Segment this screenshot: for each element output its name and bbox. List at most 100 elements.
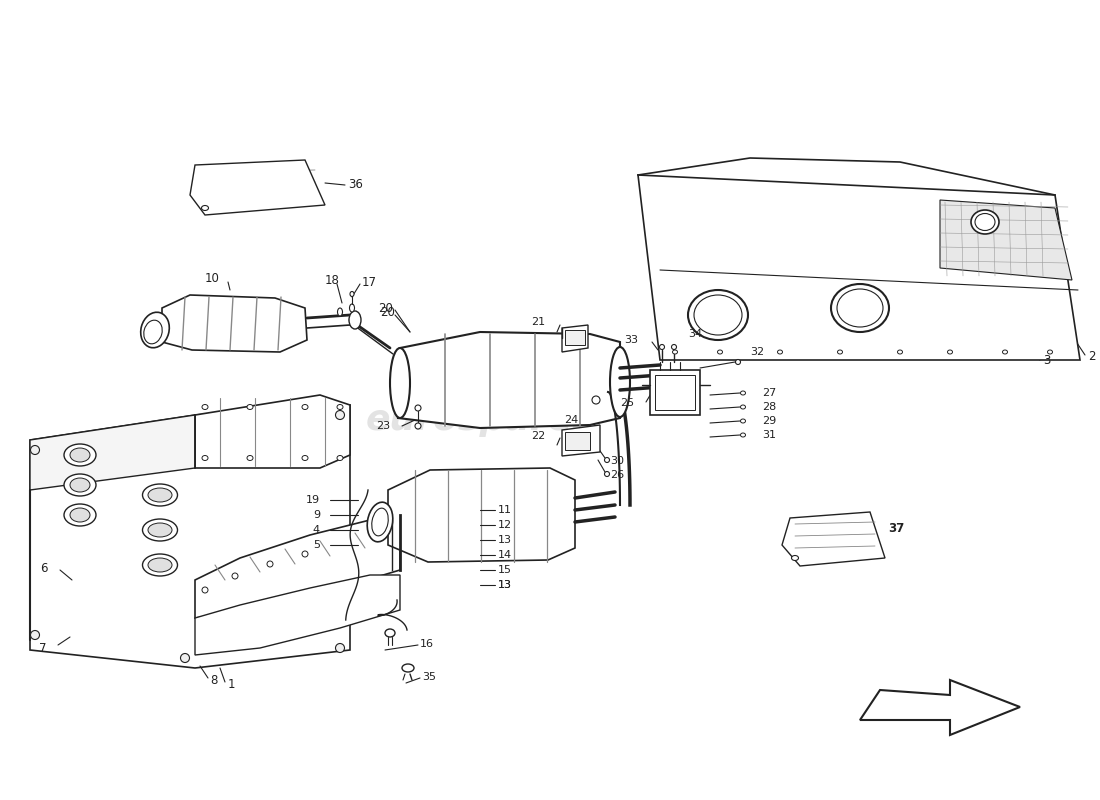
- Text: 7: 7: [39, 642, 46, 654]
- Ellipse shape: [350, 304, 354, 312]
- Text: eurospares: eurospares: [73, 576, 248, 604]
- Text: 31: 31: [762, 430, 776, 440]
- Text: 10: 10: [205, 271, 220, 285]
- Text: 13: 13: [498, 580, 512, 590]
- Text: 23: 23: [376, 421, 390, 431]
- Ellipse shape: [605, 458, 609, 462]
- Ellipse shape: [717, 350, 723, 354]
- Text: 37: 37: [888, 522, 904, 534]
- Text: 20: 20: [378, 302, 393, 314]
- Ellipse shape: [672, 350, 678, 354]
- Ellipse shape: [148, 523, 172, 537]
- Text: 34: 34: [688, 329, 702, 339]
- Ellipse shape: [605, 471, 609, 477]
- Text: 21: 21: [531, 317, 544, 327]
- Polygon shape: [562, 425, 600, 456]
- Ellipse shape: [694, 295, 743, 335]
- Text: 12: 12: [498, 520, 513, 530]
- Ellipse shape: [688, 290, 748, 340]
- Ellipse shape: [385, 629, 395, 637]
- Ellipse shape: [402, 664, 414, 672]
- Ellipse shape: [64, 504, 96, 526]
- Ellipse shape: [740, 391, 746, 395]
- Ellipse shape: [975, 214, 996, 230]
- Ellipse shape: [337, 455, 343, 461]
- Text: 13: 13: [498, 535, 512, 545]
- Ellipse shape: [736, 359, 740, 365]
- Text: 3: 3: [1043, 354, 1050, 367]
- Ellipse shape: [201, 206, 209, 210]
- Ellipse shape: [660, 345, 664, 350]
- Bar: [650, 370, 700, 415]
- Ellipse shape: [390, 348, 410, 418]
- Ellipse shape: [180, 654, 189, 662]
- Ellipse shape: [64, 474, 96, 496]
- Ellipse shape: [141, 312, 169, 348]
- Ellipse shape: [740, 419, 746, 423]
- Polygon shape: [30, 405, 350, 668]
- Ellipse shape: [792, 555, 799, 561]
- Ellipse shape: [610, 347, 630, 417]
- Ellipse shape: [70, 478, 90, 492]
- Text: 20: 20: [379, 306, 395, 318]
- Ellipse shape: [671, 345, 676, 350]
- Ellipse shape: [248, 455, 253, 461]
- Ellipse shape: [143, 519, 177, 541]
- Bar: [654, 375, 695, 410]
- Ellipse shape: [64, 444, 96, 466]
- Ellipse shape: [740, 405, 746, 409]
- Text: 13: 13: [498, 580, 512, 590]
- Text: 1: 1: [228, 678, 235, 691]
- Ellipse shape: [144, 320, 162, 344]
- Text: 16: 16: [420, 639, 434, 649]
- Ellipse shape: [415, 405, 421, 411]
- Ellipse shape: [415, 423, 421, 429]
- Ellipse shape: [143, 484, 177, 506]
- Text: 8: 8: [210, 674, 218, 686]
- Ellipse shape: [248, 405, 253, 410]
- Polygon shape: [782, 512, 886, 566]
- Ellipse shape: [336, 410, 344, 419]
- Text: 19: 19: [306, 495, 320, 505]
- Ellipse shape: [70, 508, 90, 522]
- Polygon shape: [562, 325, 588, 352]
- Text: 32: 32: [750, 347, 764, 357]
- Ellipse shape: [143, 554, 177, 576]
- Text: eurospares: eurospares: [365, 403, 594, 437]
- Text: 26: 26: [610, 470, 624, 480]
- Ellipse shape: [837, 350, 843, 354]
- Text: 22: 22: [530, 431, 544, 441]
- Text: 28: 28: [762, 402, 777, 412]
- Text: 30: 30: [610, 456, 624, 466]
- Text: 18: 18: [324, 274, 340, 287]
- Ellipse shape: [367, 502, 393, 542]
- Text: 36: 36: [348, 178, 363, 191]
- Ellipse shape: [350, 291, 354, 297]
- Text: 25: 25: [620, 398, 634, 408]
- Ellipse shape: [1002, 350, 1008, 354]
- Ellipse shape: [338, 308, 342, 316]
- Polygon shape: [388, 468, 575, 562]
- Ellipse shape: [947, 350, 953, 354]
- Ellipse shape: [202, 405, 208, 410]
- Ellipse shape: [31, 630, 40, 639]
- Polygon shape: [190, 160, 324, 215]
- Ellipse shape: [148, 488, 172, 502]
- Ellipse shape: [830, 284, 889, 332]
- Ellipse shape: [31, 446, 40, 454]
- Text: 5: 5: [314, 540, 320, 550]
- Text: 9: 9: [312, 510, 320, 520]
- Ellipse shape: [267, 561, 273, 567]
- Text: eurospares: eurospares: [742, 196, 917, 224]
- Ellipse shape: [70, 448, 90, 462]
- Ellipse shape: [778, 350, 782, 354]
- Ellipse shape: [202, 587, 208, 593]
- Text: 14: 14: [498, 550, 513, 560]
- Text: 35: 35: [422, 672, 436, 682]
- Polygon shape: [195, 575, 400, 655]
- Ellipse shape: [1047, 350, 1053, 354]
- Bar: [565, 432, 590, 450]
- Polygon shape: [30, 415, 195, 490]
- Ellipse shape: [740, 433, 746, 437]
- Ellipse shape: [372, 508, 388, 536]
